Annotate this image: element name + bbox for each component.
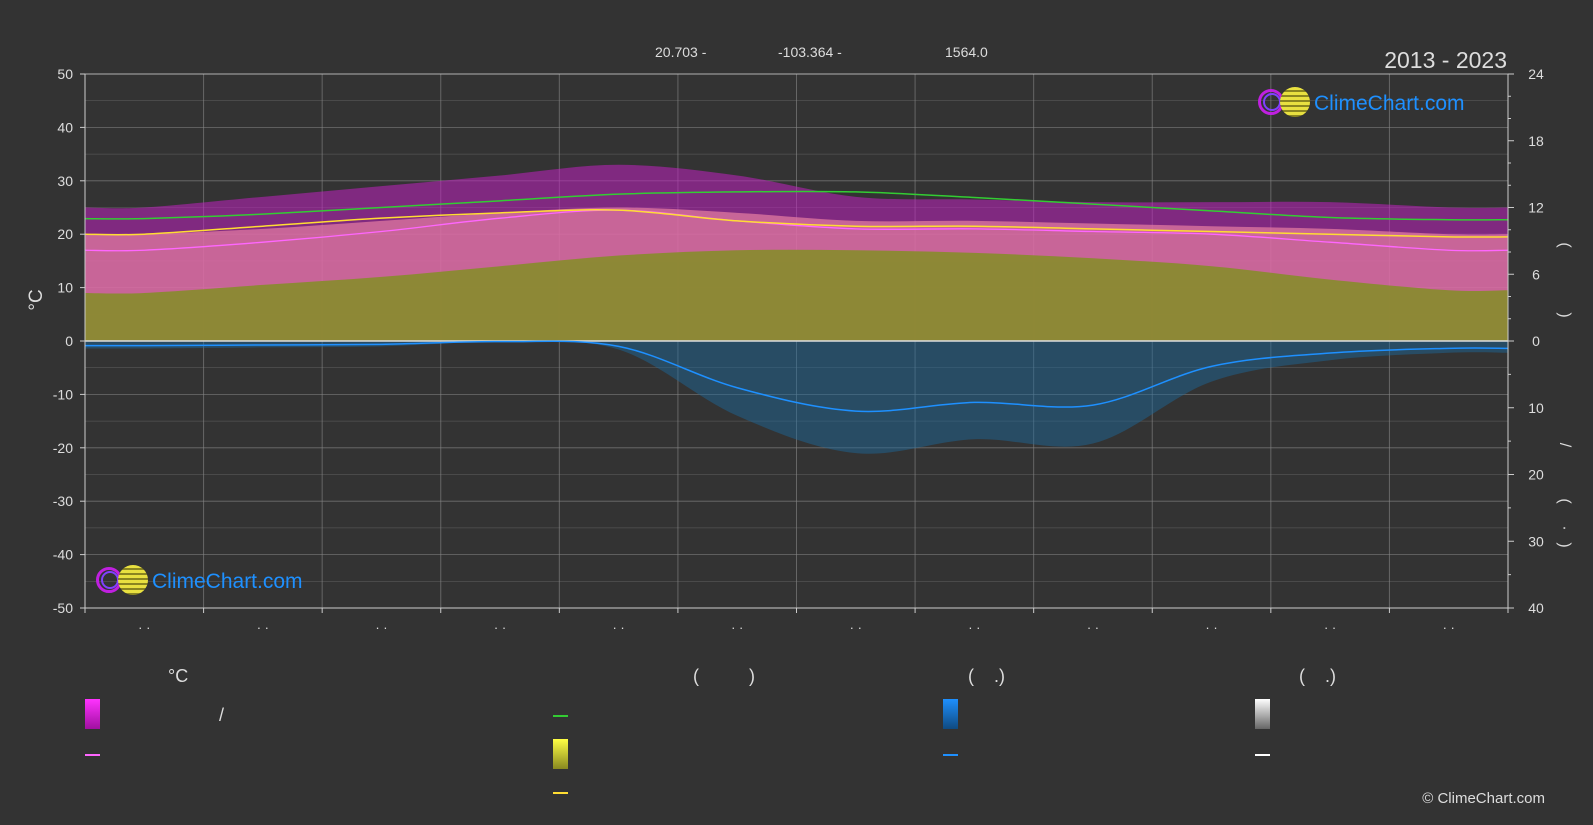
month-label: · ·	[968, 620, 980, 635]
right-axis-glyph-2: )	[1556, 312, 1573, 317]
left-tick-label: 50	[57, 66, 73, 82]
header-years: 2013 - 2023	[1384, 47, 1507, 73]
month-label: · ·	[1205, 620, 1217, 635]
left-tick-label: 20	[57, 226, 73, 242]
line-precipitation	[84, 340, 1509, 413]
legend-swatch-sunshine-line	[553, 792, 568, 794]
legend-col1-title: °C	[168, 666, 189, 686]
climechart-logo-icon	[1258, 87, 1310, 121]
left-tick-label: -10	[53, 386, 73, 402]
left-tick-label: 0	[65, 333, 73, 349]
left-tick-label: -40	[53, 547, 73, 563]
right-top-tick-label: 18	[1528, 133, 1544, 149]
legend-swatch-daylight	[553, 715, 568, 717]
legend-swatch-day-night	[85, 699, 100, 729]
left-axis-label: °C	[26, 289, 47, 310]
logo-text: ClimeChart.com	[152, 570, 303, 593]
right-axis-glyph-3: /	[1556, 443, 1573, 448]
legend-col2-title: ( )	[693, 666, 755, 686]
data-bands	[85, 164, 1508, 454]
legend-swatch-snow-line	[1255, 754, 1270, 756]
month-label: · ·	[731, 620, 743, 635]
left-tick-label: 40	[57, 119, 73, 135]
month-label: · ·	[1087, 620, 1099, 635]
data-lines	[84, 190, 1509, 413]
right-top-tick-label: 0	[1532, 333, 1540, 349]
band-rain	[85, 341, 1508, 454]
right-bottom-tick-label: 20	[1528, 467, 1544, 483]
line-max-temp	[84, 209, 1509, 252]
climechart-logo-icon	[96, 565, 148, 599]
header-elevation: 1564.0	[945, 44, 988, 60]
month-label: · ·	[1443, 620, 1455, 635]
month-label: · ·	[612, 620, 624, 635]
right-bottom-tick-label: 10	[1528, 400, 1544, 416]
legend-col3-title: ( .)	[968, 666, 1005, 686]
left-tick-label: -30	[53, 493, 73, 509]
band-sunshine	[85, 249, 1508, 341]
month-label: · ·	[138, 620, 150, 635]
right-axis-glyph-1: (	[1556, 242, 1573, 248]
right-top-tick-label: 6	[1532, 266, 1540, 282]
logo-top[interactable]: ClimeChart.com	[1258, 87, 1465, 121]
header-longitude: -103.364 -	[778, 44, 842, 60]
legend-swatch-rain	[943, 699, 958, 729]
left-tick-label: 10	[57, 280, 73, 296]
right-bottom-tick-label: 30	[1528, 533, 1544, 549]
left-tick-label: -50	[53, 600, 73, 616]
right-axis-glyph-5: ·	[1556, 525, 1573, 530]
legend-col4-title: ( .)	[1299, 666, 1336, 686]
legend-swatch-rain-line	[943, 754, 958, 756]
header-latitude: 20.703 -	[655, 44, 707, 60]
copyright: © ClimeChart.com	[1422, 790, 1545, 807]
logo-bottom[interactable]: ClimeChart.com	[96, 565, 303, 599]
right-top-tick-label: 12	[1528, 200, 1544, 216]
month-label: · ·	[494, 620, 506, 635]
legend-slash: /	[219, 705, 225, 725]
left-tick-label: -20	[53, 440, 73, 456]
right-axis-glyph-6: )	[1556, 542, 1573, 547]
right-bottom-tick-label: 40	[1528, 600, 1544, 616]
month-label: · ·	[850, 620, 862, 635]
line-sunshine	[84, 209, 1509, 238]
logo-text: ClimeChart.com	[1314, 92, 1465, 115]
month-label: · ·	[257, 620, 269, 635]
month-label: · ·	[1324, 620, 1336, 635]
right-axis-glyph-4: (	[1556, 498, 1573, 504]
left-tick-label: 30	[57, 173, 73, 189]
legend-swatch-max-temp	[85, 754, 100, 756]
right-top-tick-label: 24	[1528, 66, 1544, 82]
legend-swatch-snow	[1255, 699, 1270, 729]
legend-swatch-sunshine	[553, 739, 568, 769]
month-label: · ·	[375, 620, 387, 635]
axes: 50 40 30 20 10 0 -10 -20 -30 -40 -50 24 18 12 6 0 10 20 30…	[53, 66, 1544, 635]
line-daylight	[84, 190, 1509, 221]
